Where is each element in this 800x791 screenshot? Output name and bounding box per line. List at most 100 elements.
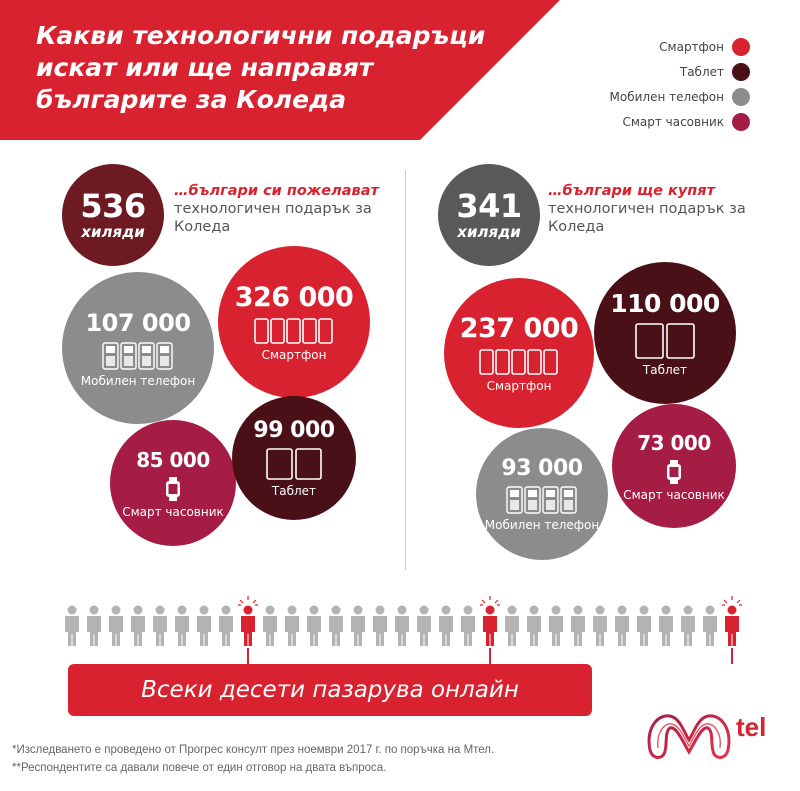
left-tablet-value: 99 000	[253, 418, 335, 443]
left-smartphone-value: 326 000	[234, 282, 354, 313]
people-row	[65, 596, 742, 664]
legend-swatch-red	[732, 37, 750, 56]
left-tablet-label: Таблет	[271, 484, 317, 498]
person-icon	[527, 605, 541, 646]
person-icon	[197, 605, 211, 646]
legend-swatch-gray	[732, 87, 750, 106]
person-icon	[153, 605, 167, 646]
tablet-icon	[635, 323, 695, 359]
mtel-logo: tel	[644, 706, 784, 766]
person-icon	[637, 605, 651, 646]
right-mobile-value: 93 000	[501, 456, 583, 481]
left-total-badge: 536 хиляди	[62, 164, 164, 266]
right-total-number: 341	[456, 187, 522, 225]
person-icon	[175, 605, 189, 646]
person-icon	[219, 605, 233, 646]
legend-item-smartphone: Смартфон	[580, 34, 750, 59]
smartwatch-icon	[667, 459, 681, 484]
person-icon	[439, 605, 453, 646]
person-icon	[351, 605, 365, 646]
left-watch-bubble: 85 000 Смарт часовник	[110, 420, 236, 546]
tablet-icon	[635, 323, 695, 359]
person-icon	[131, 605, 145, 646]
legend-label: Смарт часовник	[622, 114, 724, 129]
legend-item-watch: Смарт часовник	[580, 109, 750, 134]
person-icon	[417, 605, 431, 646]
person-icon	[285, 605, 299, 646]
right-watch-value: 73 000	[637, 430, 711, 455]
smartwatch-icon	[666, 459, 682, 484]
right-intro-text: …българи ще купят технологичен подарък з…	[548, 182, 748, 236]
person-highlight-icon	[238, 596, 258, 664]
legend-label: Таблет	[679, 64, 724, 79]
tablet-icon	[266, 448, 322, 480]
legend-item-tablet: Таблет	[580, 59, 750, 84]
left-smartphone-label: Смартфон	[261, 348, 327, 362]
left-intro-lead: …българи си пожелават	[174, 183, 379, 199]
left-intro-text: …българи си пожелават технологичен подар…	[174, 182, 394, 236]
left-total-unit: хиляди	[81, 223, 145, 241]
person-icon	[65, 605, 79, 646]
left-tablet-bubble: 99 000 Таблет	[232, 396, 356, 520]
person-icon	[593, 605, 607, 646]
right-intro-lead: …българи ще купят	[548, 183, 716, 199]
mobile-phone-icon	[506, 486, 578, 514]
column-divider	[405, 170, 406, 570]
right-intro-rest: технологичен подарък за Коледа	[548, 201, 746, 235]
person-icon	[549, 605, 563, 646]
person-icon	[329, 605, 343, 646]
smartphone-icon	[254, 318, 334, 344]
legend-label: Мобилен телефон	[609, 89, 724, 104]
left-smartphone-bubble: 326 000 Смартфон	[218, 246, 370, 398]
footnote-1: *Изследването е проведено от Прогрес кон…	[12, 744, 495, 756]
left-watch-value: 85 000	[136, 447, 210, 472]
legend-item-mobile: Мобилен телефон	[580, 84, 750, 109]
right-tablet-label: Таблет	[642, 363, 688, 377]
right-tablet-bubble: 110 000 Таблет	[594, 262, 736, 404]
left-mobile-value: 107 000	[85, 308, 191, 337]
smartphone-icon	[254, 318, 333, 344]
right-smartphone-label: Смартфон	[486, 379, 552, 393]
tablet-icon	[266, 448, 322, 480]
mtel-logo-word: tel	[736, 712, 767, 742]
mobile-phone-icon	[506, 486, 577, 514]
legend-swatch-dark	[732, 62, 750, 81]
person-highlight-icon	[722, 596, 742, 664]
smartwatch-icon	[165, 476, 181, 501]
right-mobile-bubble: 93 000 Мобилен телефон	[476, 428, 608, 560]
person-icon	[615, 605, 629, 646]
right-watch-label: Смарт часовник	[623, 487, 725, 502]
mtel-logo-mark	[647, 714, 731, 759]
left-mobile-bubble: 107 000 Мобилен телефон	[62, 272, 214, 424]
right-watch-bubble: 73 000 Смарт часовник	[612, 404, 736, 528]
smartphone-icon	[479, 349, 559, 375]
legend-swatch-magenta	[732, 112, 750, 131]
legend-label: Смартфон	[659, 39, 724, 54]
person-icon	[395, 605, 409, 646]
footnote-2: **Респондентите са давали повече от един…	[12, 762, 387, 774]
person-icon	[373, 605, 387, 646]
person-icon	[571, 605, 585, 646]
smartwatch-icon	[166, 476, 180, 501]
person-icon	[109, 605, 123, 646]
left-mobile-label: Мобилен телефон	[80, 373, 196, 388]
person-icon	[87, 605, 101, 646]
left-total-number: 536	[80, 187, 146, 225]
person-icon	[681, 605, 695, 646]
mobile-phone-icon	[102, 341, 174, 370]
right-total-unit: хиляди	[457, 223, 521, 241]
page-title: Какви технологични подаръци искат или ще…	[36, 21, 486, 114]
right-smartphone-value: 237 000	[459, 313, 579, 344]
smartphone-icon	[479, 349, 558, 375]
legend: Смартфон Таблет Мобилен телефон Смарт ча…	[580, 34, 750, 134]
right-mobile-label: Мобилен телефон	[484, 518, 600, 532]
online-shoppers-banner: Всеки десети пазарува онлайн	[68, 664, 592, 716]
mobile-phone-icon	[102, 341, 173, 370]
person-icon	[307, 605, 321, 646]
person-icon	[659, 605, 673, 646]
person-icon	[703, 605, 717, 646]
right-tablet-value: 110 000	[610, 289, 720, 318]
person-icon	[263, 605, 277, 646]
person-icon	[505, 605, 519, 646]
